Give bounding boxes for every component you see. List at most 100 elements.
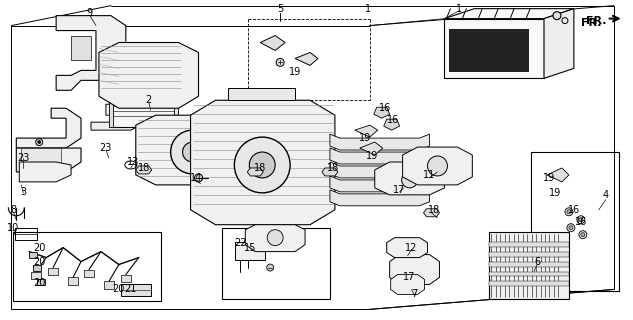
Circle shape: [234, 137, 290, 193]
Bar: [29, 252, 37, 258]
Bar: [489, 271, 569, 276]
Polygon shape: [109, 92, 113, 127]
Text: 17: 17: [403, 273, 416, 283]
Text: 14: 14: [191, 173, 203, 183]
Text: 1: 1: [456, 4, 463, 14]
Polygon shape: [173, 92, 178, 127]
Text: 18: 18: [254, 163, 266, 173]
Bar: [37, 279, 45, 285]
Circle shape: [249, 152, 275, 178]
Text: 23: 23: [100, 143, 112, 153]
Polygon shape: [360, 142, 383, 155]
Text: 16: 16: [568, 205, 580, 215]
Text: 12: 12: [405, 243, 418, 252]
Circle shape: [567, 210, 571, 214]
Polygon shape: [390, 255, 439, 284]
Bar: [222, 228, 330, 300]
Circle shape: [194, 174, 203, 182]
Bar: [31, 271, 41, 279]
Bar: [489, 232, 569, 300]
Polygon shape: [330, 162, 430, 178]
Polygon shape: [136, 166, 152, 174]
Polygon shape: [248, 168, 263, 176]
Polygon shape: [375, 162, 444, 195]
Circle shape: [567, 224, 575, 232]
Text: 17: 17: [394, 185, 406, 195]
Bar: [121, 284, 151, 296]
Circle shape: [401, 172, 418, 188]
Text: 8: 8: [10, 205, 16, 215]
Text: 20: 20: [33, 243, 46, 252]
Text: 6: 6: [534, 257, 540, 267]
Bar: [71, 36, 91, 60]
Polygon shape: [19, 162, 71, 182]
Polygon shape: [16, 108, 81, 148]
Text: 19: 19: [366, 151, 378, 161]
Polygon shape: [260, 36, 285, 51]
Polygon shape: [444, 9, 574, 19]
Text: 16: 16: [379, 103, 391, 113]
Bar: [13, 232, 161, 301]
Text: 2: 2: [146, 95, 152, 105]
Polygon shape: [547, 168, 569, 182]
Text: 19: 19: [543, 173, 555, 183]
Text: 20: 20: [33, 278, 46, 288]
Text: 11: 11: [423, 170, 436, 180]
Bar: [111, 92, 175, 127]
Text: 20: 20: [113, 284, 125, 294]
Text: 13: 13: [127, 157, 139, 167]
Circle shape: [579, 231, 587, 239]
Polygon shape: [355, 125, 378, 137]
Text: 5: 5: [277, 4, 284, 14]
Circle shape: [267, 230, 283, 246]
Text: 1: 1: [365, 4, 371, 14]
Circle shape: [577, 216, 585, 224]
Polygon shape: [449, 28, 529, 72]
Bar: [34, 265, 41, 270]
Text: 15: 15: [244, 243, 256, 252]
Circle shape: [182, 142, 203, 162]
Circle shape: [266, 264, 273, 271]
Polygon shape: [136, 115, 250, 185]
Polygon shape: [322, 168, 338, 176]
Text: 18: 18: [327, 163, 339, 173]
Polygon shape: [330, 176, 430, 192]
Text: 7: 7: [411, 289, 418, 300]
Polygon shape: [403, 147, 472, 185]
Bar: [531, 152, 618, 292]
Polygon shape: [423, 209, 439, 217]
Polygon shape: [444, 19, 544, 78]
Circle shape: [579, 218, 583, 222]
Circle shape: [553, 12, 561, 20]
Circle shape: [427, 156, 448, 176]
Text: 19: 19: [549, 188, 561, 198]
Polygon shape: [384, 119, 399, 130]
Polygon shape: [246, 225, 305, 252]
Bar: [104, 282, 114, 289]
Polygon shape: [544, 9, 574, 78]
Bar: [235, 242, 265, 260]
Text: 16: 16: [387, 115, 399, 125]
Text: 9: 9: [86, 8, 92, 18]
Polygon shape: [330, 148, 430, 164]
Bar: [22, 148, 61, 172]
Circle shape: [569, 226, 573, 230]
Bar: [84, 269, 94, 277]
Bar: [68, 277, 78, 285]
Polygon shape: [295, 52, 318, 65]
Text: 19: 19: [359, 133, 371, 143]
Text: FR.: FR.: [580, 18, 601, 28]
Polygon shape: [387, 238, 427, 258]
Text: 16: 16: [575, 217, 587, 227]
Polygon shape: [191, 100, 335, 225]
Polygon shape: [330, 190, 430, 206]
Text: 23: 23: [17, 153, 30, 163]
Text: 18: 18: [137, 163, 150, 173]
Polygon shape: [91, 104, 146, 130]
Polygon shape: [373, 107, 390, 118]
Bar: [489, 261, 569, 267]
Polygon shape: [99, 43, 199, 108]
Bar: [489, 242, 569, 247]
Polygon shape: [330, 134, 430, 150]
Text: 18: 18: [429, 205, 441, 215]
